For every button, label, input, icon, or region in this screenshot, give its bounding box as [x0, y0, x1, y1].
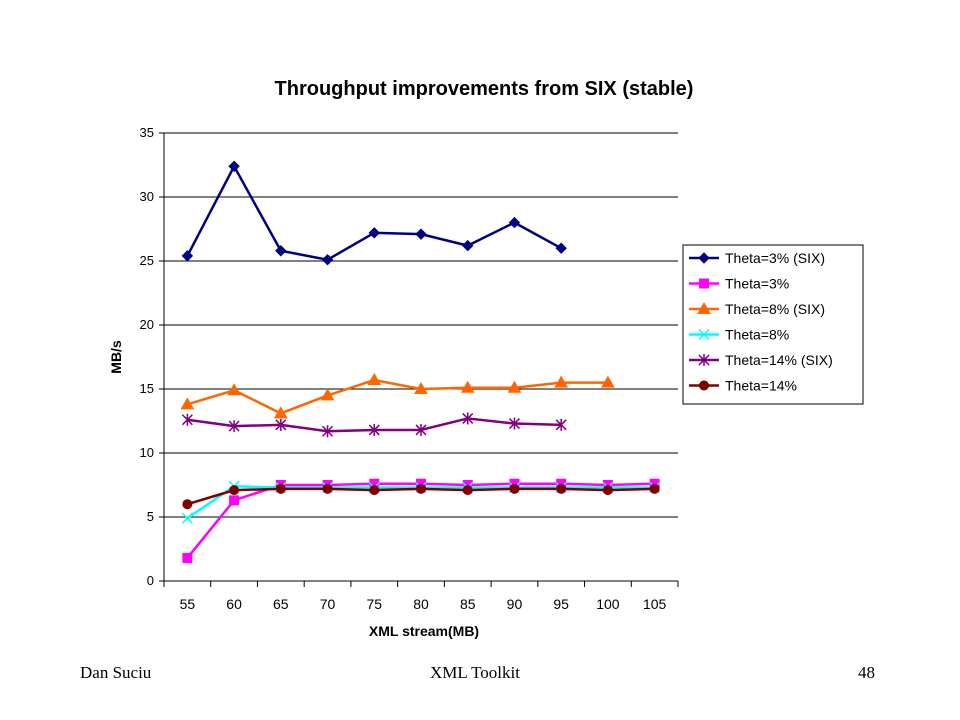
chart-title: Throughput improvements from SIX (stable… [275, 78, 694, 100]
y-tick-label: 20 [140, 317, 154, 332]
x-tick-label: 70 [320, 596, 336, 612]
y-tick-label: 0 [147, 573, 154, 588]
x-tick-label: 55 [180, 596, 196, 612]
series-5 [181, 412, 567, 438]
x-tick-label: 65 [273, 596, 289, 612]
data-point [180, 397, 195, 410]
data-point [181, 512, 193, 524]
legend-marker [697, 301, 711, 314]
line-chart: Throughput improvements from SIX (stable… [108, 78, 864, 639]
legend-label: Theta=14% [725, 378, 797, 394]
series-line [187, 378, 608, 415]
data-point [320, 388, 335, 401]
data-point [368, 227, 380, 239]
x-tick-label: 80 [413, 596, 429, 612]
series-line [186, 482, 655, 559]
data-point [508, 216, 521, 229]
data-point [367, 373, 382, 386]
x-tick-label: 75 [366, 596, 382, 612]
data-point [416, 483, 426, 494]
data-point [556, 483, 567, 494]
data-point [228, 160, 240, 172]
footer-page-number: 48 [858, 663, 875, 682]
legend-label: Theta=3% [725, 276, 789, 292]
legend-label: Theta=8% [725, 327, 789, 343]
footer-title: XML Toolkit [430, 663, 520, 682]
y-tick-label: 30 [140, 189, 154, 204]
data-point [275, 418, 287, 431]
data-point [508, 417, 520, 430]
data-point [602, 485, 613, 496]
legend-label: Theta=3% (SIX) [725, 250, 825, 266]
plot-area: 0 5 10 15 20 25 30 35 55 60 65 70 75 80 85 90 95 100 105 [140, 125, 679, 612]
x-tick-label: 95 [553, 596, 569, 612]
y-tick-label: 10 [140, 445, 154, 460]
y-tick-label: 5 [147, 509, 154, 524]
x-tick-label: 100 [596, 596, 620, 612]
data-point [369, 485, 380, 496]
data-point [462, 239, 474, 252]
data-point [229, 485, 240, 496]
x-tick-label: 90 [507, 596, 523, 612]
legend: Theta=3% (SIX) Theta=3% Theta=8% (SIX) Thet… [682, 244, 864, 405]
data-point [415, 423, 427, 436]
data-point [322, 425, 334, 438]
data-point [182, 499, 193, 510]
data-point [460, 380, 475, 393]
series-3 [180, 373, 615, 419]
y-tick-label: 25 [140, 253, 154, 268]
data-point [555, 242, 567, 254]
legend-item: Theta=8% [689, 327, 789, 343]
series-1 [181, 160, 567, 266]
legend-box [682, 244, 864, 405]
legend-marker [698, 252, 710, 264]
y-tick-label: 15 [140, 381, 154, 396]
data-point [415, 228, 427, 240]
data-point [507, 380, 522, 393]
y-axis-label: MB/s [108, 340, 124, 374]
data-point [462, 485, 473, 496]
data-point [601, 375, 615, 388]
legend-marker [699, 380, 709, 391]
legend-item: Theta=3% (SIX) [689, 250, 825, 266]
x-tick-label: 60 [226, 596, 242, 612]
legend-item: Theta=3% [689, 276, 789, 292]
data-point [368, 423, 380, 436]
footer-author: Dan Suciu [80, 663, 152, 682]
y-tick-label: 35 [140, 125, 154, 140]
data-point [275, 245, 287, 257]
data-point [322, 483, 333, 494]
legend-label: Theta=8% (SIX) [725, 301, 825, 317]
data-point [509, 483, 520, 494]
data-point [649, 483, 660, 494]
data-point [273, 406, 288, 419]
x-tick-label: 105 [643, 596, 667, 612]
series-line [186, 165, 562, 261]
data-point [182, 552, 193, 563]
data-point [227, 383, 241, 396]
data-point [321, 254, 334, 266]
legend-label: Theta=14% (SIX) [725, 352, 833, 368]
data-point [414, 381, 428, 394]
data-point [275, 483, 286, 494]
legend-item: Theta=8% (SIX) [689, 301, 825, 317]
x-tick-label: 85 [460, 596, 476, 612]
data-point [228, 420, 240, 433]
legend-item: Theta=14% (SIX) [689, 352, 833, 368]
data-point [181, 413, 193, 426]
legend-marker [699, 278, 709, 289]
data-point [229, 495, 240, 506]
x-axis-label: XML stream(MB) [369, 623, 479, 639]
legend-marker [698, 354, 710, 366]
data-point [181, 250, 194, 262]
series-6 [182, 483, 660, 510]
data-point [554, 375, 569, 388]
data-point [462, 412, 474, 425]
data-point [555, 418, 567, 431]
legend-item: Theta=14% [689, 378, 797, 394]
legend-marker [698, 328, 710, 341]
